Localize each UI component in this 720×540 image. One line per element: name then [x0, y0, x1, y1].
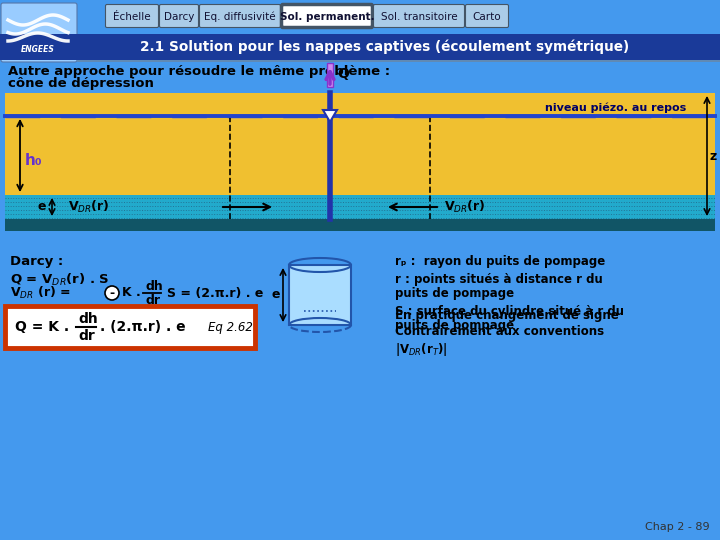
Text: En pratique changement de signe: En pratique changement de signe — [395, 309, 618, 322]
Text: Eq 2.62: Eq 2.62 — [208, 321, 253, 334]
Text: S = (2.π.r) . e: S = (2.π.r) . e — [167, 287, 264, 300]
FancyBboxPatch shape — [199, 4, 281, 28]
FancyBboxPatch shape — [1, 3, 77, 62]
Text: Carto: Carto — [473, 11, 501, 22]
Text: Eq. diffusivité: Eq. diffusivité — [204, 11, 276, 22]
Text: cône de dépression: cône de dépression — [8, 78, 154, 91]
Text: ENGEES: ENGEES — [21, 45, 55, 55]
Text: Chap 2 - 89: Chap 2 - 89 — [645, 522, 710, 532]
Text: Q: Q — [337, 67, 349, 81]
FancyBboxPatch shape — [466, 4, 508, 28]
Text: Sol. transitoire: Sol. transitoire — [381, 11, 457, 22]
Text: rₚ :  rayon du puits de pompage: rₚ : rayon du puits de pompage — [395, 255, 606, 268]
Text: dh: dh — [145, 280, 163, 293]
Text: . (2.π.r) . e: . (2.π.r) . e — [100, 320, 186, 334]
Bar — [327, 63, 333, 87]
Text: Q = V$_{DR}$(r) . S: Q = V$_{DR}$(r) . S — [10, 272, 109, 288]
Text: Autre approche pour résoudre le même problème :: Autre approche pour résoudre le même pro… — [8, 65, 390, 78]
Text: Q = K .: Q = K . — [15, 320, 69, 334]
Text: Contrairement aux conventions: Contrairement aux conventions — [395, 325, 604, 338]
Text: h₀: h₀ — [25, 153, 42, 168]
Text: V$_{DR}$(r): V$_{DR}$(r) — [444, 199, 485, 215]
Text: Échelle: Échelle — [113, 11, 150, 22]
Text: puits de pompage: puits de pompage — [395, 319, 514, 332]
Text: r : points situés à distance r du: r : points situés à distance r du — [395, 273, 603, 286]
FancyBboxPatch shape — [5, 306, 255, 348]
FancyBboxPatch shape — [374, 4, 464, 28]
Text: dh: dh — [78, 312, 98, 326]
Bar — [289, 265, 351, 325]
Text: niveau piézo. au repos: niveau piézo. au repos — [545, 103, 686, 113]
Text: K .: K . — [122, 287, 140, 300]
FancyBboxPatch shape — [106, 4, 158, 28]
Text: S : surface du cylindre situé à r du: S : surface du cylindre situé à r du — [395, 305, 624, 318]
Text: e: e — [38, 200, 47, 213]
Text: puits de pompage: puits de pompage — [395, 287, 514, 300]
Text: Darcy: Darcy — [164, 11, 194, 22]
Bar — [5, 195, 715, 219]
Text: dr: dr — [78, 329, 95, 343]
Text: V$_{DR}$ (r) =: V$_{DR}$ (r) = — [10, 285, 72, 301]
Text: 2.1 Solution pour les nappes captives (écoulement symétrique): 2.1 Solution pour les nappes captives (é… — [140, 40, 629, 54]
Text: -: - — [109, 287, 114, 300]
Polygon shape — [323, 110, 337, 122]
Bar — [5, 93, 715, 195]
FancyBboxPatch shape — [160, 4, 199, 28]
Circle shape — [105, 286, 119, 300]
Text: z: z — [710, 150, 717, 163]
Bar — [5, 219, 715, 231]
Bar — [0, 34, 720, 60]
Text: Darcy :: Darcy : — [10, 255, 63, 268]
Text: V$_{DR}$(r): V$_{DR}$(r) — [68, 199, 109, 215]
FancyBboxPatch shape — [282, 4, 372, 28]
Text: |V$_{DR}$(r$_T$)|: |V$_{DR}$(r$_T$)| — [395, 341, 448, 358]
Text: dr: dr — [145, 294, 160, 307]
Text: e: e — [272, 288, 281, 301]
Text: Sol. permanent.: Sol. permanent. — [279, 11, 374, 22]
